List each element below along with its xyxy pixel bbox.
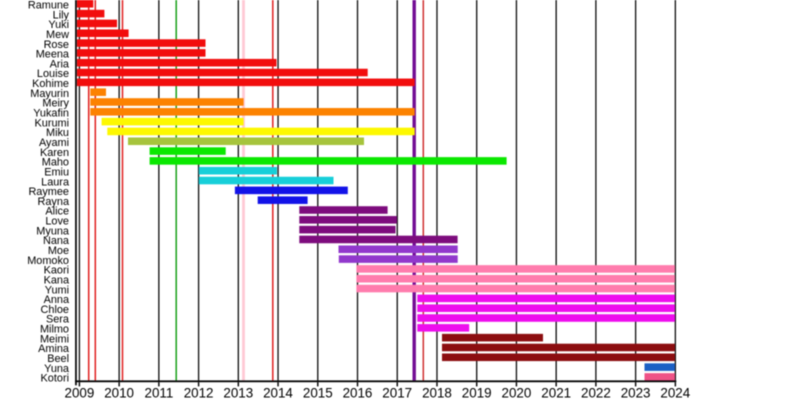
svg-text:2016: 2016 bbox=[343, 386, 373, 400]
svg-text:Rayna: Rayna bbox=[38, 196, 70, 208]
svg-text:Alice: Alice bbox=[45, 206, 69, 218]
svg-text:Nana: Nana bbox=[43, 235, 70, 247]
svg-text:2022: 2022 bbox=[581, 386, 611, 400]
svg-text:Yuna: Yuna bbox=[44, 363, 70, 375]
svg-text:2011: 2011 bbox=[145, 386, 174, 400]
svg-text:2021: 2021 bbox=[541, 386, 571, 400]
svg-text:2013: 2013 bbox=[223, 386, 253, 400]
svg-text:Aria: Aria bbox=[50, 58, 70, 70]
svg-text:2009: 2009 bbox=[65, 386, 95, 400]
svg-text:Raymee: Raymee bbox=[28, 186, 69, 198]
svg-text:Beel: Beel bbox=[47, 353, 69, 365]
svg-text:Maho: Maho bbox=[42, 157, 69, 169]
svg-text:Kurumi: Kurumi bbox=[35, 117, 70, 129]
svg-text:Kaori: Kaori bbox=[44, 265, 69, 277]
svg-text:2010: 2010 bbox=[104, 386, 134, 400]
svg-text:Mew: Mew bbox=[46, 29, 69, 41]
svg-text:Yumi: Yumi bbox=[45, 284, 69, 296]
svg-text:Yukafin: Yukafin bbox=[33, 108, 69, 120]
svg-text:Ramune: Ramune bbox=[28, 0, 69, 12]
svg-text:2024: 2024 bbox=[660, 386, 690, 400]
svg-text:Meena: Meena bbox=[36, 49, 70, 61]
svg-text:Meimi: Meimi bbox=[40, 333, 69, 345]
svg-text:Kohime: Kohime bbox=[32, 78, 69, 90]
svg-text:Lily: Lily bbox=[53, 9, 70, 21]
svg-text:Miku: Miku bbox=[46, 127, 69, 139]
svg-text:Karen: Karen bbox=[40, 147, 69, 159]
svg-text:Amina: Amina bbox=[38, 343, 70, 355]
svg-text:2019: 2019 bbox=[462, 386, 492, 400]
svg-text:Laura: Laura bbox=[41, 176, 70, 188]
svg-text:2017: 2017 bbox=[382, 386, 412, 400]
svg-text:Yuki: Yuki bbox=[48, 19, 69, 31]
svg-text:Chloe: Chloe bbox=[41, 304, 69, 316]
svg-text:2023: 2023 bbox=[621, 386, 651, 400]
svg-text:Rose: Rose bbox=[44, 39, 69, 51]
svg-text:2018: 2018 bbox=[422, 386, 452, 400]
svg-text:Milmo: Milmo bbox=[40, 324, 69, 336]
svg-text:Myuna: Myuna bbox=[36, 225, 70, 237]
svg-text:2015: 2015 bbox=[303, 386, 333, 400]
svg-text:Ayami: Ayami bbox=[39, 137, 69, 149]
svg-text:2014: 2014 bbox=[263, 386, 293, 400]
svg-text:Momoko: Momoko bbox=[27, 255, 69, 267]
svg-text:Kana: Kana bbox=[44, 274, 70, 286]
svg-text:Emiu: Emiu bbox=[44, 166, 69, 178]
svg-text:Anna: Anna bbox=[44, 294, 70, 306]
svg-text:Meiry: Meiry bbox=[42, 98, 69, 110]
svg-text:2012: 2012 bbox=[184, 386, 214, 400]
svg-text:Louise: Louise bbox=[37, 68, 69, 80]
svg-text:Sera: Sera bbox=[46, 314, 70, 326]
svg-text:Mayurin: Mayurin bbox=[30, 88, 69, 100]
svg-text:Moe: Moe bbox=[48, 245, 69, 257]
svg-text:2020: 2020 bbox=[502, 386, 532, 400]
svg-text:Love: Love bbox=[45, 216, 69, 228]
svg-text:Kotori: Kotori bbox=[41, 373, 69, 385]
